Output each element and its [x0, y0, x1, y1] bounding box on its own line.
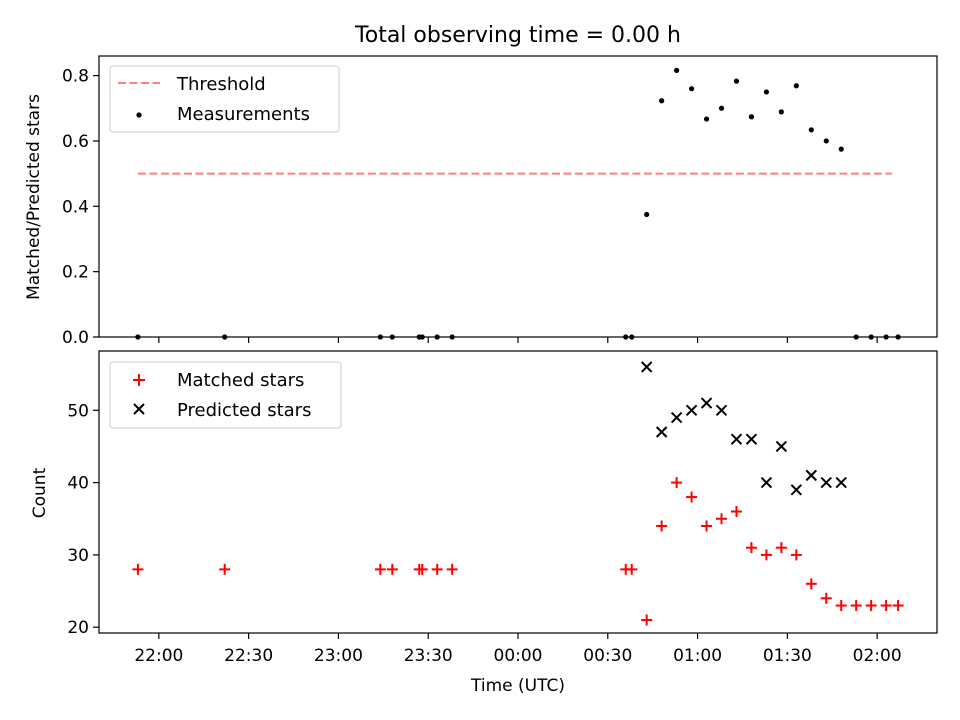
legend-predicted-label: Predicted stars [177, 400, 311, 421]
count-y-tick-label: 50 [67, 401, 89, 421]
x-tick-label: 01:30 [763, 646, 812, 666]
matched-star-point [416, 563, 428, 575]
ratio-y-tick-label: 0.0 [62, 328, 89, 348]
matched-star-point [219, 563, 231, 575]
ratio-y-axis-label: Matched/Predicted stars [24, 94, 44, 300]
x-tick-label: 00:00 [494, 646, 543, 666]
matched-star-point [745, 542, 757, 554]
predicted-star-point [715, 404, 728, 416]
matched-star-point [850, 600, 862, 612]
measurement-point [763, 89, 770, 95]
predicted-star-point [685, 404, 698, 416]
count-panel: 20 30 40 50 22:00 22:30 23:00 23:30 00:00 00:30 01… [30, 350, 938, 696]
measurement-point [688, 86, 695, 92]
matched-star-point [730, 506, 742, 518]
x-tick-label: 00:30 [583, 646, 632, 666]
matched-star-point [671, 477, 683, 489]
matched-star-point [431, 563, 443, 575]
predicted-star-point [835, 476, 847, 489]
count-legend-box [109, 361, 342, 429]
x-tick-label: 01:00 [673, 646, 722, 666]
measurement-point [659, 98, 665, 104]
legend-matched-swatch [133, 374, 145, 386]
predicted-star-point [745, 433, 758, 445]
chart-title: Total observing time = 0.00 h [354, 23, 681, 48]
legend-measurements-label: Measurements [177, 104, 310, 125]
predicted-star-point [760, 476, 773, 489]
count-y-axis-label: Count [30, 467, 50, 518]
count-y-tick-label: 30 [67, 546, 89, 566]
ratio-y-tick-label: 0.2 [62, 263, 89, 283]
measurement-point [748, 114, 755, 120]
matched-star-point [880, 600, 892, 612]
count-legend: Matched stars Predicted stars [109, 361, 342, 429]
legend-matched-label: Matched stars [177, 370, 304, 391]
x-tick-label: 22:00 [134, 646, 183, 666]
ratio-panel: 0.00.20.40.60.8 Matched/Predicted stars … [24, 55, 938, 348]
ratio-y-tick-label: 0.8 [62, 67, 89, 87]
matched-star-point [656, 520, 668, 532]
measurement-point [778, 109, 784, 115]
ratio-legend: Threshold Measurements [109, 65, 340, 133]
count-y-tick-label: 20 [67, 618, 89, 638]
matched-star-point [790, 549, 802, 561]
count-y-tick-label: 40 [67, 474, 89, 494]
x-axis-label: Time (UTC) [470, 676, 565, 696]
measurement-point [793, 83, 799, 89]
matched-star-point [626, 563, 638, 575]
matched-star-point [132, 563, 144, 575]
matched-star-point [892, 600, 904, 612]
legend-threshold-label: Threshold [176, 74, 266, 95]
predicted-star-point [700, 397, 713, 409]
matched-star-point [386, 563, 398, 575]
matched-star-point [641, 614, 653, 626]
measurement-point [808, 127, 814, 133]
predicted-star-point [775, 440, 788, 453]
predicted-star-point [730, 433, 743, 445]
ratio-y-tick-label: 0.4 [62, 197, 89, 217]
matched-star-point [446, 563, 458, 575]
x-tick-label: 23:00 [314, 646, 363, 666]
ratio-legend-box [109, 65, 340, 133]
matched-star-point [775, 542, 787, 554]
matched-star-point [686, 491, 698, 503]
matched-star-point [835, 600, 847, 612]
predicted-star-point [790, 484, 803, 496]
measurement-point [823, 138, 829, 144]
legend-predicted-swatch [133, 403, 145, 415]
legend-measurements-swatch [136, 112, 142, 118]
matched-star-point [760, 549, 772, 561]
measurement-point [733, 78, 740, 84]
measurement-point [644, 211, 650, 218]
measurement-point [674, 67, 680, 73]
matched-star-point [805, 578, 817, 590]
measurement-point [703, 116, 710, 122]
matched-star-point [820, 592, 832, 604]
matched-star-point [701, 520, 713, 532]
ratio-y-tick-label: 0.6 [62, 132, 89, 152]
measurement-point [838, 146, 844, 152]
predicted-star-point [805, 469, 818, 482]
x-tick-label: 22:30 [224, 646, 273, 666]
x-tick-label: 02:00 [853, 646, 902, 666]
x-tick-label: 23:30 [404, 646, 453, 666]
predicted-star-point [640, 361, 653, 373]
matched-star-point [865, 600, 877, 612]
predicted-star-point [820, 476, 832, 489]
predicted-star-point [655, 426, 668, 438]
predicted-star-point [670, 411, 683, 424]
matched-star-point [374, 563, 386, 575]
measurement-point [718, 105, 725, 111]
matched-star-point [716, 513, 728, 525]
